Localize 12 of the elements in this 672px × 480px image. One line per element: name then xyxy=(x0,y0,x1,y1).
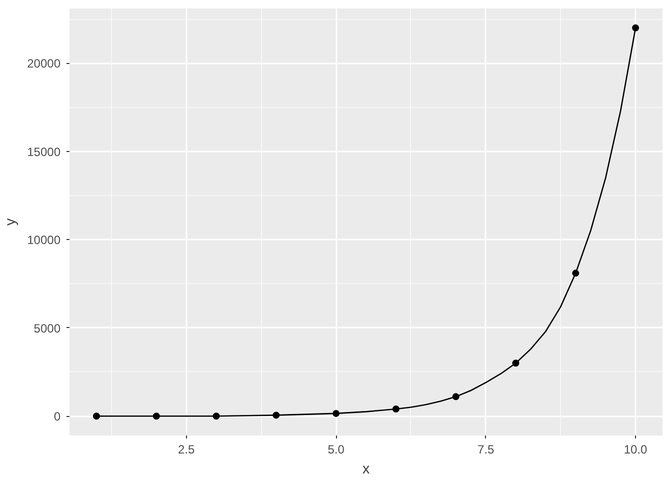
y-axis-title: y xyxy=(3,218,20,226)
x-tick-label: 2.5 xyxy=(178,442,195,456)
x-axis-title: x xyxy=(362,462,370,478)
y-tick-label: 0 xyxy=(54,410,61,424)
y-tick-label: 10000 xyxy=(27,233,61,248)
x-tick-label: 5.0 xyxy=(328,442,345,456)
x-tick-label: 10.0 xyxy=(624,442,648,456)
y-tick-label: 20000 xyxy=(27,56,61,71)
y-tick-label: 5000 xyxy=(34,321,61,336)
point xyxy=(92,412,100,420)
y-tick-label: 15000 xyxy=(27,144,61,159)
x-tick-label: 7.5 xyxy=(477,442,494,456)
